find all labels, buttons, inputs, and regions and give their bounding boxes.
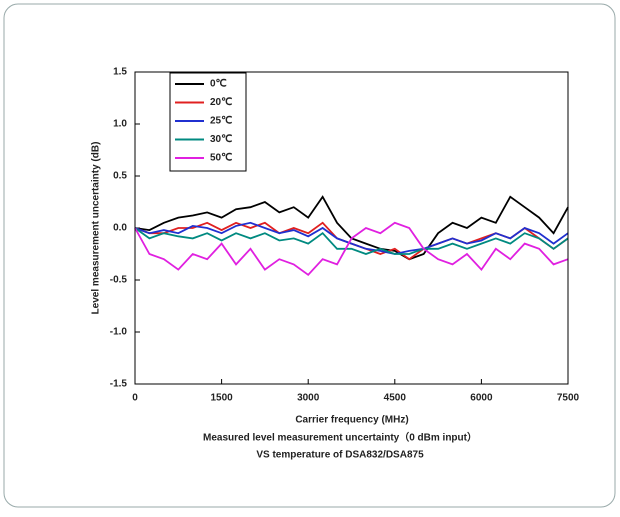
legend-label: 20℃ — [210, 97, 232, 108]
y-tick-label: 0.5 — [113, 171, 127, 182]
x-tick-label: 0 — [132, 393, 138, 404]
x-axis-label: Carrier frequency (MHz) — [295, 415, 408, 426]
caption: Measured level measurement uncertainty（0… — [203, 431, 477, 444]
x-tick-label: 1500 — [210, 393, 233, 404]
y-tick-label: -0.5 — [110, 275, 128, 286]
legend-label: 25℃ — [210, 116, 232, 127]
frame — [3, 3, 616, 508]
series-line — [134, 221, 569, 276]
y-tick-label: 1.5 — [113, 67, 127, 78]
y-tick-label: 1.0 — [113, 119, 127, 130]
y-tick-label: 0.0 — [113, 223, 127, 234]
x-tick-label: 3000 — [297, 393, 320, 404]
y-tick-label: -1.0 — [110, 327, 128, 338]
legend-label: 50℃ — [210, 153, 232, 164]
x-tick-label: 6000 — [470, 393, 493, 404]
x-tick-label: 4500 — [384, 393, 407, 404]
y-axis-label: Level measurement uncertainty (dB) — [91, 142, 102, 315]
caption: VS temperature of DSA832/DSA875 — [256, 450, 424, 461]
plot-frame — [134, 71, 569, 385]
legend-label: 0℃ — [210, 79, 227, 90]
x-tick-label: 7500 — [557, 393, 580, 404]
series-line — [134, 221, 569, 255]
series-line — [134, 227, 569, 255]
y-tick-label: -1.5 — [110, 379, 128, 390]
legend-label: 30℃ — [210, 134, 232, 145]
